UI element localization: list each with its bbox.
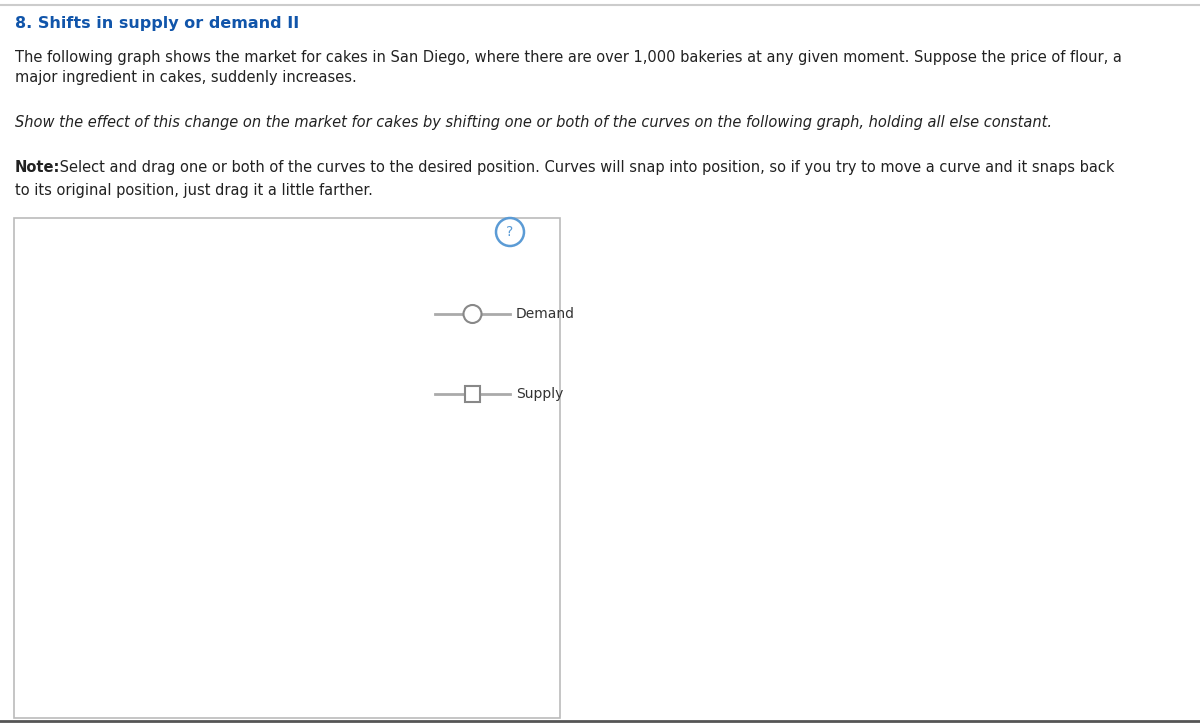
Text: major ingredient in cakes, suddenly increases.: major ingredient in cakes, suddenly incr…	[14, 70, 356, 85]
Text: Demand: Demand	[263, 560, 322, 574]
Text: The following graph shows the market for cakes in San Diego, where there are ove: The following graph shows the market for…	[14, 50, 1122, 65]
Y-axis label: PRICE (Dollars per cake): PRICE (Dollars per cake)	[42, 391, 54, 552]
X-axis label: QUANTITY (Cakes): QUANTITY (Cakes)	[176, 696, 298, 709]
Text: Supply: Supply	[516, 387, 563, 401]
Text: Demand: Demand	[516, 307, 575, 321]
Text: 8. Shifts in supply or demand II: 8. Shifts in supply or demand II	[14, 16, 299, 31]
Text: Select and drag one or both of the curves to the desired position. Curves will s: Select and drag one or both of the curve…	[55, 160, 1115, 175]
Text: Supply: Supply	[301, 369, 349, 383]
Text: ?: ?	[506, 225, 514, 239]
Text: Note:: Note:	[14, 160, 60, 175]
Text: to its original position, just drag it a little farther.: to its original position, just drag it a…	[14, 183, 373, 198]
Text: Show the effect of this change on the market for cakes by shifting one or both o: Show the effect of this change on the ma…	[14, 115, 1052, 130]
